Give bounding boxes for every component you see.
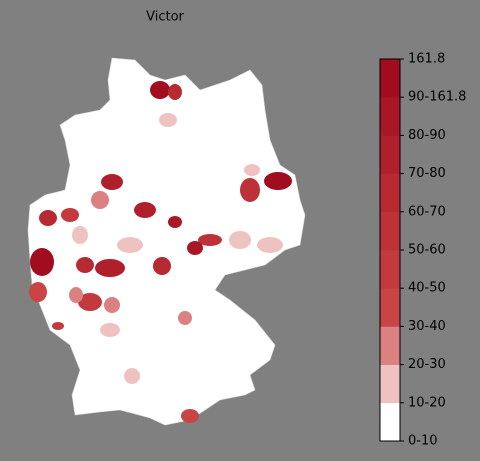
district (76, 257, 94, 273)
district (117, 237, 143, 253)
colorbar-segment (380, 402, 400, 442)
district (39, 210, 57, 226)
colorbar-label: 40-50 (408, 281, 446, 296)
district (153, 257, 171, 275)
district (104, 297, 120, 313)
colorbar-segment (380, 211, 400, 251)
district (264, 172, 292, 190)
district (244, 164, 260, 176)
district (159, 113, 177, 127)
colorbar-segment (380, 364, 400, 404)
colorbar-segment (380, 288, 400, 327)
district (240, 178, 260, 202)
country-outline (27, 57, 306, 426)
district (52, 322, 64, 330)
districts (29, 81, 292, 423)
district (100, 323, 120, 337)
district (181, 409, 199, 423)
colorbar-segment (380, 326, 400, 365)
district (257, 237, 283, 253)
district (168, 84, 182, 100)
colorbar: 0-10 10-20 20-30 30-40 40-50 50-60 60-70 70-80 8… (379, 52, 466, 449)
colorbar-label: 60-70 (408, 204, 446, 219)
colorbar-label: 0-10 (408, 434, 438, 449)
colorbar-label: 50-60 (408, 243, 446, 258)
colorbar-segment (380, 97, 400, 136)
district (198, 234, 222, 246)
district (61, 208, 79, 222)
district (124, 368, 140, 384)
district (29, 282, 47, 302)
district (30, 248, 54, 276)
district (178, 311, 192, 325)
colorbar-label: 70-80 (408, 166, 446, 181)
colorbar-label: 90-161.8 (408, 90, 466, 105)
colorbar-label: 20-30 (408, 357, 446, 372)
colorbar-segment (380, 59, 400, 98)
district (78, 293, 102, 311)
colorbar-segment (380, 250, 400, 289)
colorbar-segment (380, 135, 400, 174)
district (150, 81, 170, 99)
colorbar-label: 80-90 (408, 128, 446, 143)
colorbar-label: 10-20 (408, 395, 446, 410)
district (91, 191, 109, 209)
district (95, 259, 125, 277)
district (101, 174, 123, 190)
district (229, 231, 251, 249)
district (69, 287, 83, 303)
colorbar-label: 30-40 (408, 319, 446, 334)
map-title: Victor (146, 10, 184, 25)
germany-map (27, 57, 306, 426)
district (168, 216, 182, 228)
district (72, 226, 88, 244)
district (187, 241, 203, 255)
district (134, 202, 156, 218)
colorbar-label: 161.8 (408, 52, 445, 67)
colorbar-segment (380, 173, 400, 213)
